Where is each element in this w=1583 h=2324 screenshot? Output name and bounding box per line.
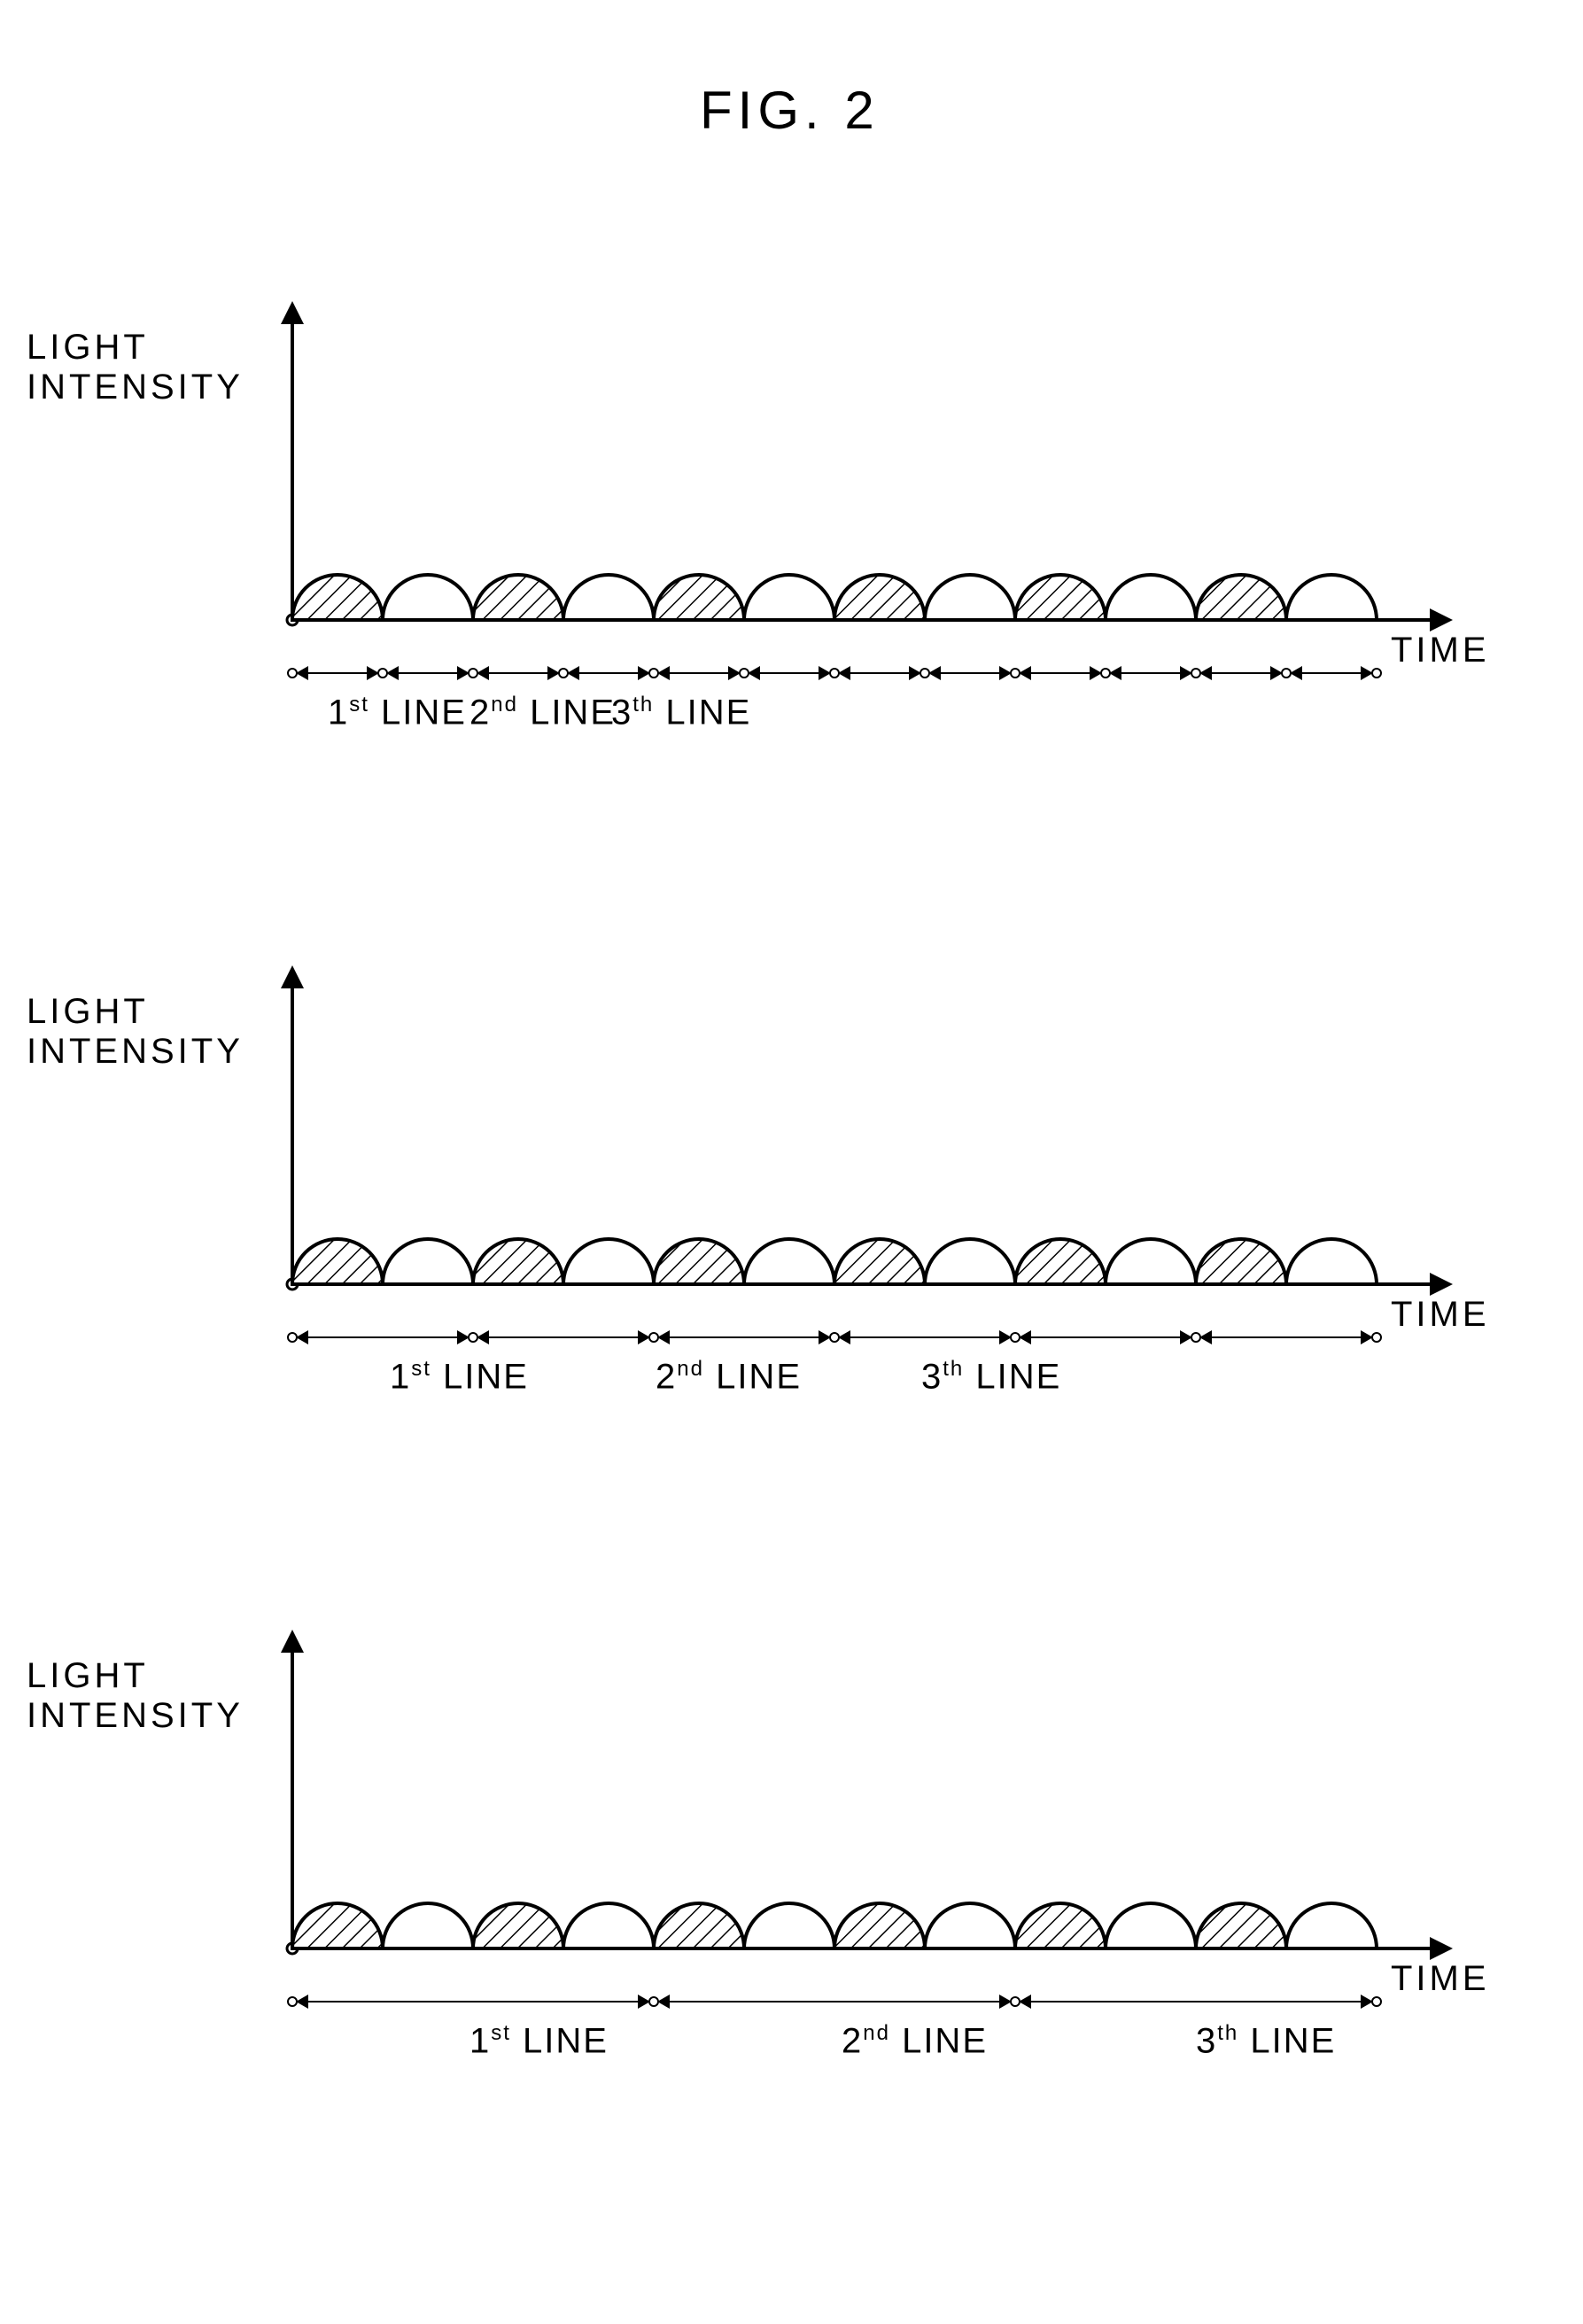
- timing-panel-3: LIGHTINTENSITYTIME1st LINE2nd LINE3th LI…: [257, 1612, 1479, 2188]
- timing-panel-2: LIGHTINTENSITYTIME1st LINE2nd LINE3th LI…: [257, 948, 1479, 1523]
- line-label-3: 3th LINE: [611, 693, 751, 732]
- line-label-3: 3th LINE: [1196, 2021, 1336, 2061]
- line-label-2: 2nd LINE: [656, 1357, 802, 1397]
- line-label-1: 1st LINE: [328, 693, 467, 732]
- line-label-2: 2nd LINE: [842, 2021, 988, 2061]
- y-axis-label: LIGHTINTENSITY: [27, 328, 257, 407]
- x-axis-label: TIME: [1391, 631, 1490, 670]
- line-label-2: 2nd LINE: [469, 693, 616, 732]
- y-axis-label-line2: INTENSITY: [27, 1032, 257, 1072]
- y-axis-label-line2: INTENSITY: [27, 368, 257, 407]
- y-axis-label-line1: LIGHT: [27, 328, 257, 368]
- y-axis-label-line1: LIGHT: [27, 1656, 257, 1696]
- line-label-1: 1st LINE: [469, 2021, 609, 2061]
- line-label-1: 1st LINE: [390, 1357, 529, 1397]
- figure-title: FIG. 2: [700, 80, 880, 141]
- y-axis-label-line1: LIGHT: [27, 992, 257, 1032]
- y-axis-label-line2: INTENSITY: [27, 1696, 257, 1736]
- x-axis-label: TIME: [1391, 1295, 1490, 1335]
- y-axis-label: LIGHTINTENSITY: [27, 992, 257, 1072]
- y-axis-label: LIGHTINTENSITY: [27, 1656, 257, 1736]
- line-label-3: 3th LINE: [921, 1357, 1061, 1397]
- x-axis-label: TIME: [1391, 1959, 1490, 1999]
- timing-panel-1: LIGHTINTENSITYTIME1st LINE2nd LINE3th LI…: [257, 283, 1479, 859]
